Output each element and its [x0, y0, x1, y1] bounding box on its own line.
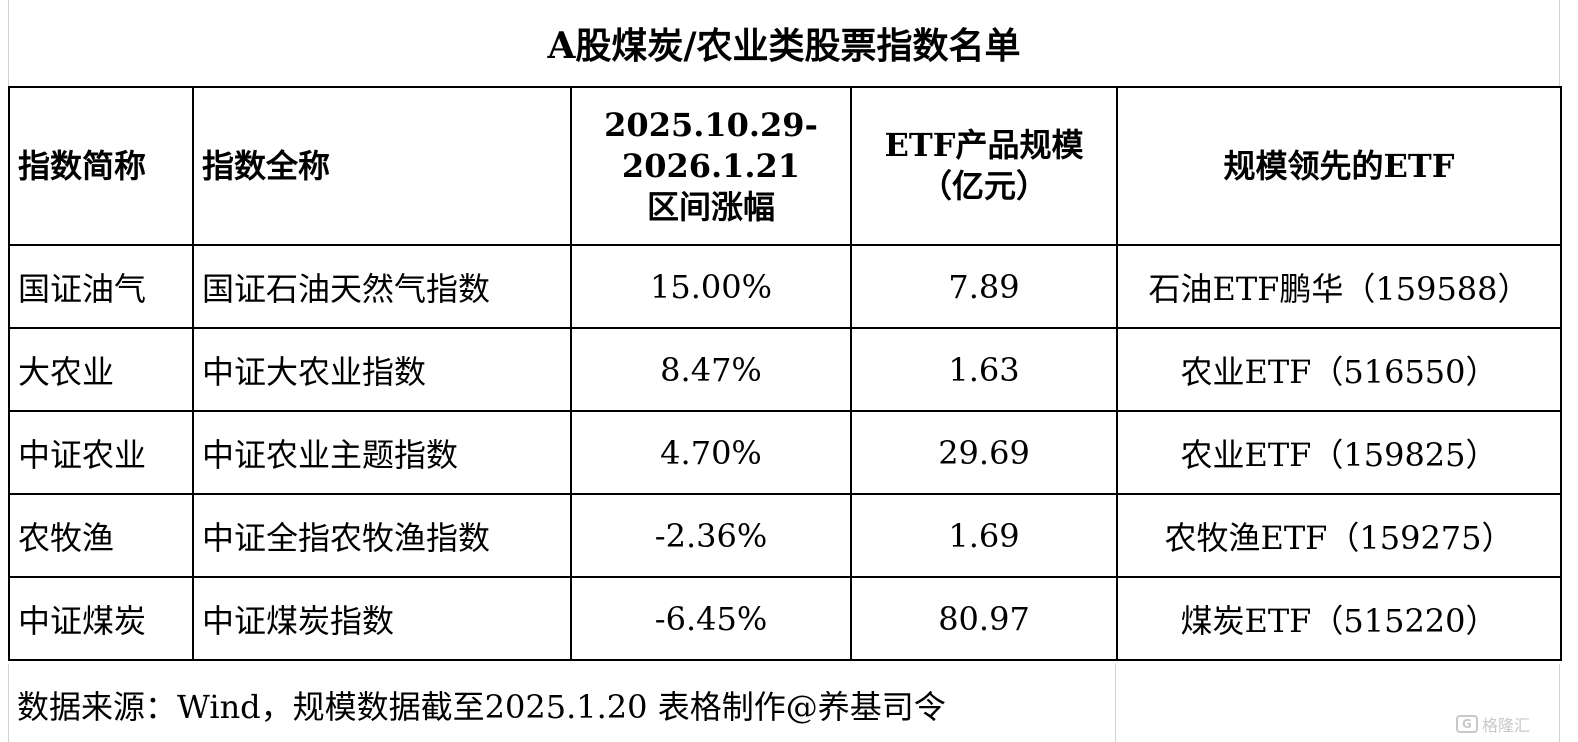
- header-etf-size-line1: ETF产品规模: [884, 126, 1084, 164]
- header-short-name: 指数简称: [8, 86, 194, 246]
- cell-short-name: 大农业: [8, 327, 194, 412]
- header-etf-size: ETF产品规模 （亿元）: [850, 86, 1118, 246]
- cell-short-name: 农牧渔: [8, 493, 194, 578]
- header-full-name: 指数全称: [192, 86, 572, 246]
- cell-change: -2.36%: [570, 493, 852, 578]
- watermark-text: 格隆汇: [1481, 716, 1530, 735]
- header-leading-etf: 规模领先的ETF: [1116, 86, 1562, 246]
- cell-etf-size: 1.63: [850, 327, 1118, 412]
- watermark: G 格隆汇: [1455, 712, 1530, 736]
- header-range-line3: 区间涨幅: [646, 187, 775, 226]
- header-range-change: 2025.10.29- 2026.1.21 区间涨幅: [570, 86, 852, 246]
- header-row: 指数简称 指数全称 2025.10.29- 2026.1.21 区间涨幅 ETF…: [8, 86, 1562, 246]
- cell-change: 8.47%: [570, 327, 852, 412]
- cell-leading-etf: 煤炭ETF（515220）: [1116, 576, 1562, 661]
- cell-leading-etf: 农业ETF（159825）: [1116, 410, 1562, 495]
- cell-full-name: 中证大农业指数: [192, 327, 572, 412]
- header-range-line1: 2025.10.29-: [604, 105, 818, 144]
- cell-leading-etf: 农牧渔ETF（159275）: [1116, 493, 1562, 578]
- header-etf-size-line2: （亿元）: [919, 167, 1048, 205]
- footer-right-border: [1559, 664, 1560, 742]
- cell-etf-size: 7.89: [850, 244, 1118, 329]
- header-range-line2: 2026.1.21: [621, 146, 801, 185]
- table-row: 中证煤炭 中证煤炭指数 -6.45% 80.97 煤炭ETF（515220）: [8, 576, 1562, 661]
- cell-short-name: 中证煤炭: [8, 576, 194, 661]
- table-row: 大农业 中证大农业指数 8.47% 1.63 农业ETF（516550）: [8, 327, 1562, 412]
- cell-change: 15.00%: [570, 244, 852, 329]
- table-row: 中证农业 中证农业主题指数 4.70% 29.69 农业ETF（159825）: [8, 410, 1562, 495]
- cell-full-name: 国证石油天然气指数: [192, 244, 572, 329]
- cell-short-name: 中证农业: [8, 410, 194, 495]
- watermark-logo-icon: G: [1455, 715, 1478, 733]
- cell-leading-etf: 石油ETF鹏华（159588）: [1116, 244, 1562, 329]
- footer-cell-divider: [1115, 664, 1116, 742]
- index-table: 指数简称 指数全称 2025.10.29- 2026.1.21 区间涨幅 ETF…: [8, 86, 1562, 661]
- cell-etf-size: 1.69: [850, 493, 1118, 578]
- cell-change: 4.70%: [570, 410, 852, 495]
- cell-full-name: 中证全指农牧渔指数: [192, 493, 572, 578]
- table-title: A股煤炭/农业类股票指数名单: [8, 0, 1560, 86]
- table-row: 国证油气 国证石油天然气指数 15.00% 7.89 石油ETF鹏华（15958…: [8, 244, 1562, 329]
- cell-leading-etf: 农业ETF（516550）: [1116, 327, 1562, 412]
- cell-full-name: 中证煤炭指数: [192, 576, 572, 661]
- cell-etf-size: 80.97: [850, 576, 1118, 661]
- cell-etf-size: 29.69: [850, 410, 1118, 495]
- table-row: 农牧渔 中证全指农牧渔指数 -2.36% 1.69 农牧渔ETF（159275）: [8, 493, 1562, 578]
- cell-full-name: 中证农业主题指数: [192, 410, 572, 495]
- cell-change: -6.45%: [570, 576, 852, 661]
- source-note: 数据来源：Wind，规模数据截至2025.1.20 表格制作@养基司令: [17, 688, 946, 726]
- footer-row: 数据来源：Wind，规模数据截至2025.1.20 表格制作@养基司令 G 格隆…: [8, 664, 1560, 742]
- cell-short-name: 国证油气: [8, 244, 194, 329]
